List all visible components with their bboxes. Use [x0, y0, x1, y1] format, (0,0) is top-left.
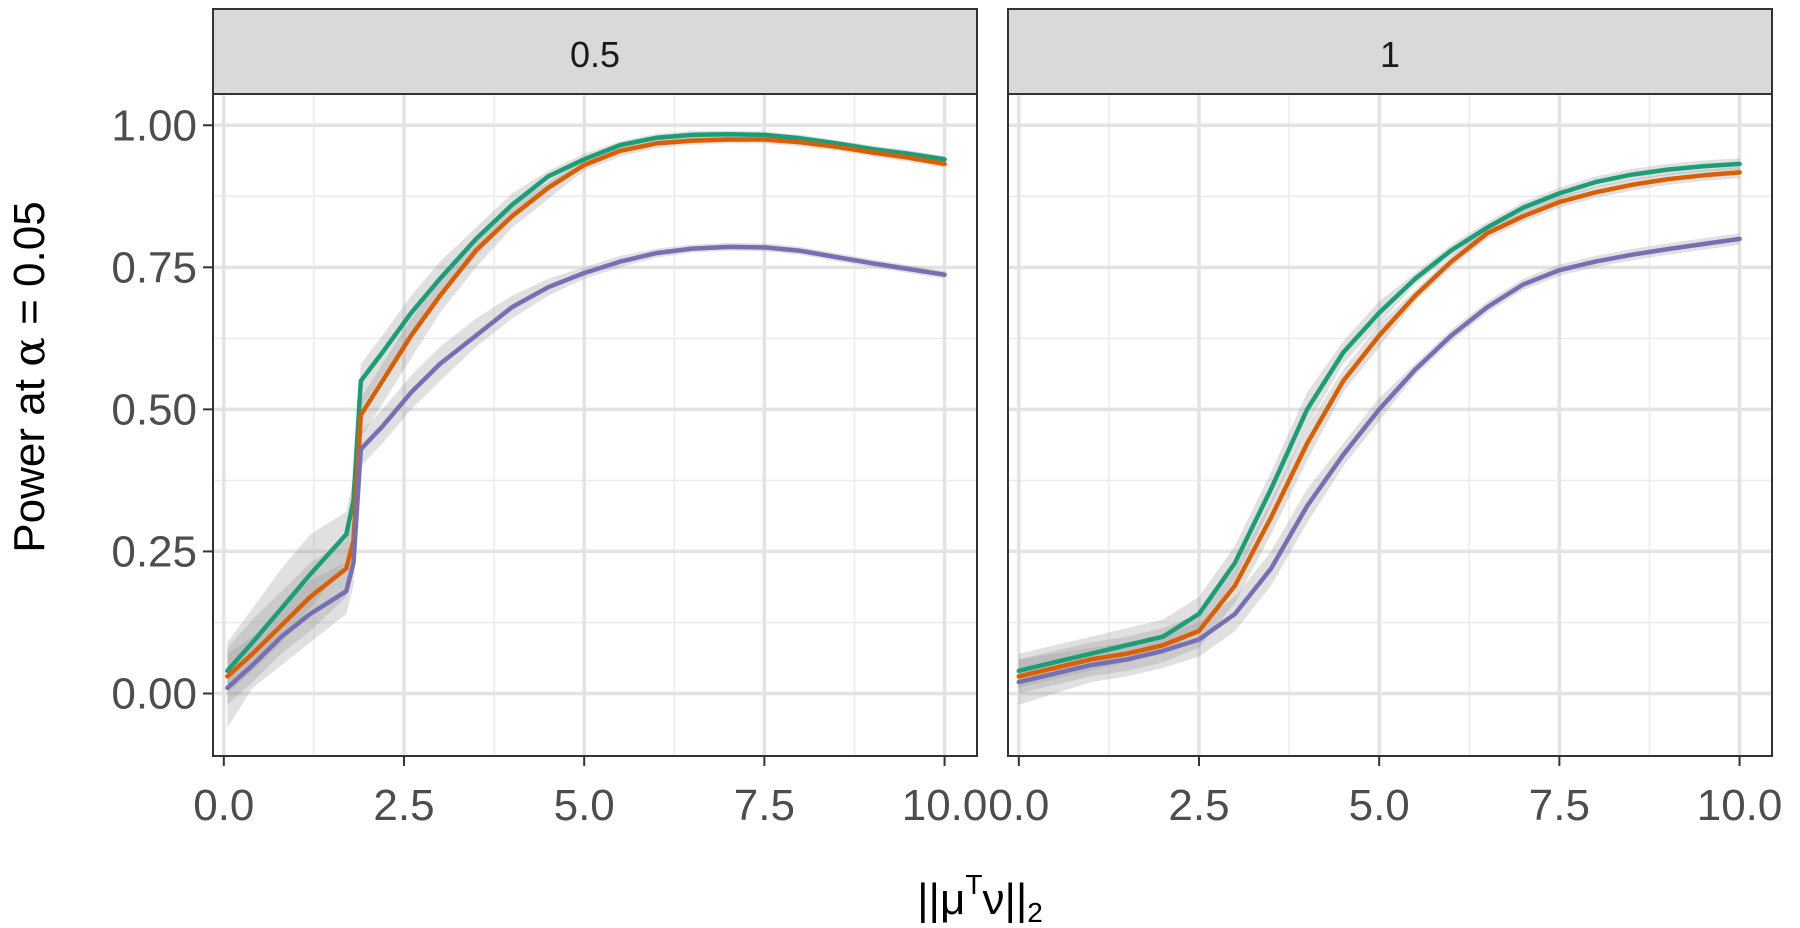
x-axis-title-nu: ν	[982, 875, 1004, 924]
x-tick-label: 0.0	[988, 781, 1049, 830]
series-line-orange	[1016, 170, 1742, 679]
x-tick-label: 5.0	[1349, 781, 1410, 830]
y-axis-title-alpha: α	[4, 337, 55, 367]
x-tick-label: 0.0	[193, 781, 254, 830]
y-axis-title-suffix: = 0.05	[5, 201, 54, 337]
x-axis-title-close: ||	[1004, 875, 1027, 924]
x-axis-title-subscript: 2	[1027, 897, 1043, 928]
y-tick-label: 0.00	[111, 669, 197, 718]
series-line-purple	[225, 244, 947, 691]
series-line-orange	[225, 137, 947, 679]
x-tick-label: 5.0	[554, 781, 615, 830]
x-axis-title-mu: μ	[940, 875, 965, 924]
series-line-green	[1016, 161, 1742, 674]
x-tick-label: 10.0	[902, 781, 988, 830]
y-tick-label: 0.75	[111, 243, 197, 292]
panel-background	[1008, 94, 1772, 756]
panel-2: 1	[1007, 8, 1773, 757]
panel-border	[212, 93, 978, 757]
y-tick-label: 0.25	[111, 527, 197, 576]
x-axis-title-open: ||	[917, 875, 940, 924]
panel-border	[1007, 93, 1773, 757]
y-tick-label: 1.00	[111, 101, 197, 150]
strip-background	[212, 8, 978, 95]
panel-1: 0.5	[212, 8, 978, 757]
x-tick-label: 10.0	[1697, 781, 1783, 830]
x-axis-title: ||μTν||2	[917, 869, 1043, 928]
x-axis-title-superscript: T	[965, 869, 982, 900]
y-tick-label: 0.50	[111, 385, 197, 434]
strip-label: 1	[1380, 34, 1400, 75]
series-line-purple	[1016, 236, 1742, 685]
strip-background	[1007, 8, 1773, 95]
x-tick-label: 2.5	[373, 781, 434, 830]
strip-label: 0.5	[570, 34, 620, 75]
confidence-band-orange	[227, 135, 945, 705]
y-axis-title: Power at α = 0.05	[4, 201, 55, 552]
y-axis-title-prefix: Power at	[5, 367, 54, 553]
panel-background	[213, 94, 977, 756]
x-tick-label: 7.5	[1529, 781, 1590, 830]
x-tick-label: 2.5	[1168, 781, 1229, 830]
series-line-green	[225, 132, 947, 674]
x-tick-label: 7.5	[734, 781, 795, 830]
